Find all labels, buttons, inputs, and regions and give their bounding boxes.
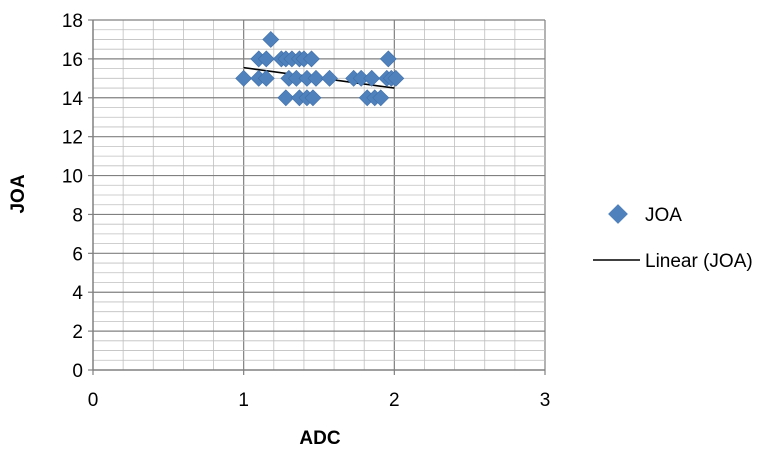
y-tick-label: 2 — [72, 322, 83, 343]
data-point — [379, 50, 397, 68]
x-tick-labels: 0 1 2 3 — [88, 390, 551, 411]
data-point — [257, 50, 275, 68]
x-tick-label: 1 — [238, 390, 249, 411]
y-tick-label: 18 — [62, 11, 83, 32]
data-point — [387, 69, 405, 87]
data-point — [372, 89, 390, 107]
y-tick-labels: 0 2 4 6 8 10 12 14 16 18 — [62, 11, 84, 382]
axes — [88, 19, 546, 375]
data-point — [304, 89, 322, 107]
x-tick-label: 2 — [389, 390, 400, 411]
y-axis-title: JOA — [8, 174, 29, 213]
y-tick-label: 14 — [62, 89, 84, 110]
y-tick-label: 12 — [62, 128, 83, 149]
y-tick-label: 16 — [62, 50, 83, 71]
data-point — [257, 69, 275, 87]
x-tick-label: 3 — [540, 390, 551, 411]
y-tick-label: 10 — [62, 167, 83, 188]
y-tick-label: 0 — [72, 361, 83, 382]
legend-label-linear: Linear (JOA) — [645, 251, 753, 272]
data-points — [235, 31, 405, 107]
data-point — [363, 69, 381, 87]
data-point — [277, 89, 295, 107]
data-point — [321, 69, 338, 87]
y-tick-label: 4 — [72, 283, 83, 304]
data-point — [303, 50, 320, 68]
x-axis-title: ADC — [299, 428, 340, 449]
legend-label-joa: JOA — [645, 205, 682, 226]
legend-marker-joa — [608, 204, 628, 224]
data-point — [235, 69, 253, 87]
data-point — [262, 31, 280, 48]
legend: JOA Linear (JOA) — [593, 204, 753, 272]
y-tick-label: 8 — [72, 205, 83, 226]
y-tick-label: 6 — [72, 244, 83, 265]
data-point — [307, 69, 325, 87]
grid — [93, 19, 546, 370]
x-tick-label: 0 — [88, 390, 99, 411]
